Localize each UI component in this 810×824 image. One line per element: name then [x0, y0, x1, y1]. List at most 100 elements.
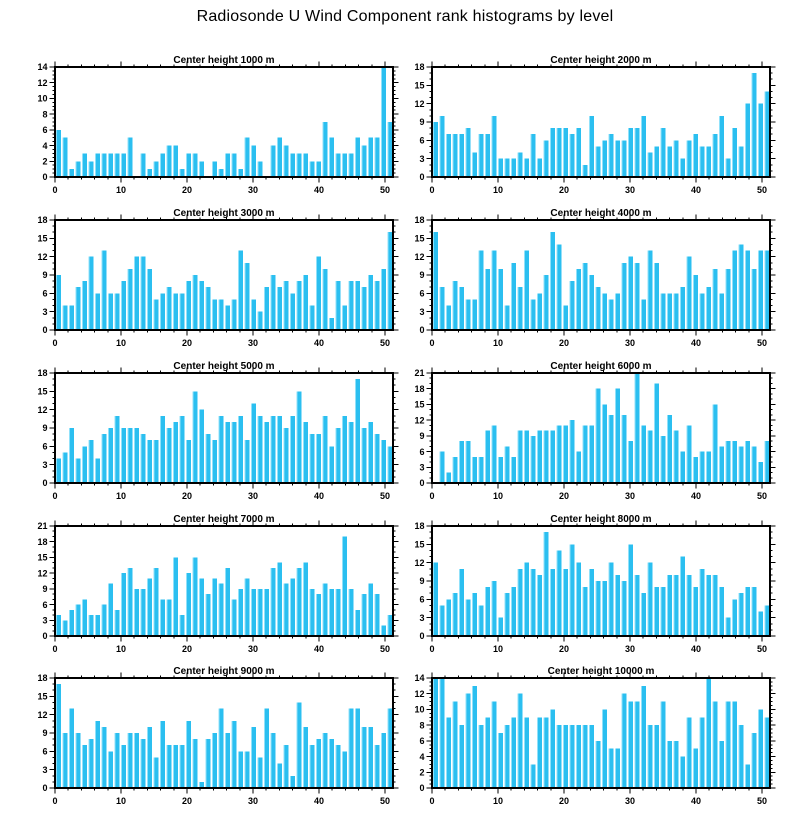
histogram-bar [341, 536, 347, 636]
histogram-bar [731, 441, 737, 483]
x-tick-label: 10 [116, 796, 126, 806]
histogram-bar [517, 152, 523, 177]
histogram-bar [601, 709, 607, 788]
histogram-bar [634, 373, 640, 483]
histogram-bar [133, 733, 139, 788]
histogram-bar [595, 287, 601, 330]
x-tick-label: 0 [429, 185, 434, 195]
histogram-bar [367, 421, 373, 483]
x-tick-label: 10 [493, 644, 503, 654]
histogram-bar [517, 430, 523, 483]
page-title: Radiosonde U Wind Component rank histogr… [196, 8, 614, 25]
histogram-bar [621, 262, 627, 330]
histogram-bar [276, 562, 282, 636]
histogram-bar [712, 701, 718, 788]
panel-title: Center height 2000 m [550, 55, 651, 66]
histogram-bar [517, 693, 523, 788]
histogram-bar [549, 232, 555, 330]
x-tick-label: 0 [52, 491, 57, 501]
histogram-bar [354, 609, 360, 636]
x-tick-label: 0 [429, 796, 434, 806]
histogram-bar [556, 128, 562, 177]
histogram-bar [543, 140, 549, 177]
histogram-bar [614, 748, 620, 788]
x-tick-label: 30 [625, 796, 635, 806]
y-tick-label: 12 [414, 558, 424, 568]
histogram-bar [536, 293, 542, 330]
histogram-bar [757, 462, 763, 483]
histogram-bar [465, 693, 471, 788]
histogram-bar [270, 415, 276, 483]
histogram-bar [107, 583, 113, 636]
y-tick-label: 15 [37, 234, 47, 244]
histogram-bar [237, 588, 243, 636]
histogram-bar [270, 567, 276, 636]
panel-title: Center height 7000 m [173, 514, 274, 525]
y-tick-label: 3 [42, 765, 47, 775]
histogram-bar [309, 305, 315, 330]
histogram-bar [127, 428, 133, 483]
histogram-bar [725, 441, 731, 483]
histogram-bar [582, 164, 588, 177]
histogram-bar [666, 414, 672, 483]
histogram-bar [133, 588, 139, 636]
histogram-bar [387, 615, 393, 636]
histogram-bar [588, 275, 594, 330]
histogram-bar [172, 745, 178, 788]
histogram-bar [647, 430, 653, 483]
histogram-bar [244, 137, 250, 177]
histogram-bar [218, 169, 224, 177]
y-tick-label: 12 [414, 99, 424, 109]
histogram-bar [640, 425, 646, 483]
histogram-bar [439, 678, 445, 788]
histogram-bar [757, 709, 763, 788]
panel-center-height-2000-m: Center height 2000 m 0 3 6 9 12 15 18 0 10 20 30 40 5… [414, 55, 776, 195]
x-tick-label: 10 [493, 796, 503, 806]
histogram-bar [491, 425, 497, 483]
histogram-bar [55, 275, 61, 330]
y-tick-label: 9 [419, 270, 424, 280]
x-tick-label: 40 [691, 185, 701, 195]
histogram-bar [660, 293, 666, 330]
histogram-bar [250, 726, 256, 788]
histogram-bar [348, 153, 354, 177]
panel-title: Center height 3000 m [173, 208, 274, 219]
histogram-bar [569, 420, 575, 483]
histogram-bar [432, 562, 438, 636]
histogram-bar [725, 701, 731, 788]
histogram-bar [107, 153, 113, 177]
histogram-bar [335, 588, 341, 636]
histogram-bar [88, 161, 94, 177]
x-tick-label: 40 [314, 491, 324, 501]
histogram-bar [712, 574, 718, 636]
histogram-bar [484, 430, 490, 483]
histogram-bar [699, 568, 705, 636]
histogram-bar [289, 578, 295, 636]
x-tick-label: 40 [691, 491, 701, 501]
histogram-bar [179, 745, 185, 788]
histogram-bar [530, 764, 536, 788]
y-tick-label: 18 [414, 62, 424, 72]
histogram-bar [588, 115, 594, 177]
x-tick-label: 20 [559, 185, 569, 195]
histogram-bar [439, 605, 445, 636]
histogram-bar [731, 599, 737, 636]
histogram-bar [296, 281, 302, 330]
histogram-bar [192, 275, 198, 330]
histogram-bar [452, 456, 458, 483]
histogram-bar [374, 137, 380, 177]
histogram-bar [738, 593, 744, 636]
histogram-bar [328, 739, 334, 788]
histogram-bar [705, 451, 711, 483]
histogram-bar [361, 287, 367, 330]
histogram-bar [88, 440, 94, 483]
histogram-bar [445, 472, 451, 483]
histogram-bar [569, 134, 575, 177]
y-tick-label: 0 [419, 631, 424, 641]
histogram-bar [608, 134, 614, 177]
histogram-bar [562, 725, 568, 788]
histogram-bar [718, 115, 724, 177]
histogram-bar [348, 281, 354, 330]
y-tick-label: 6 [42, 600, 47, 610]
